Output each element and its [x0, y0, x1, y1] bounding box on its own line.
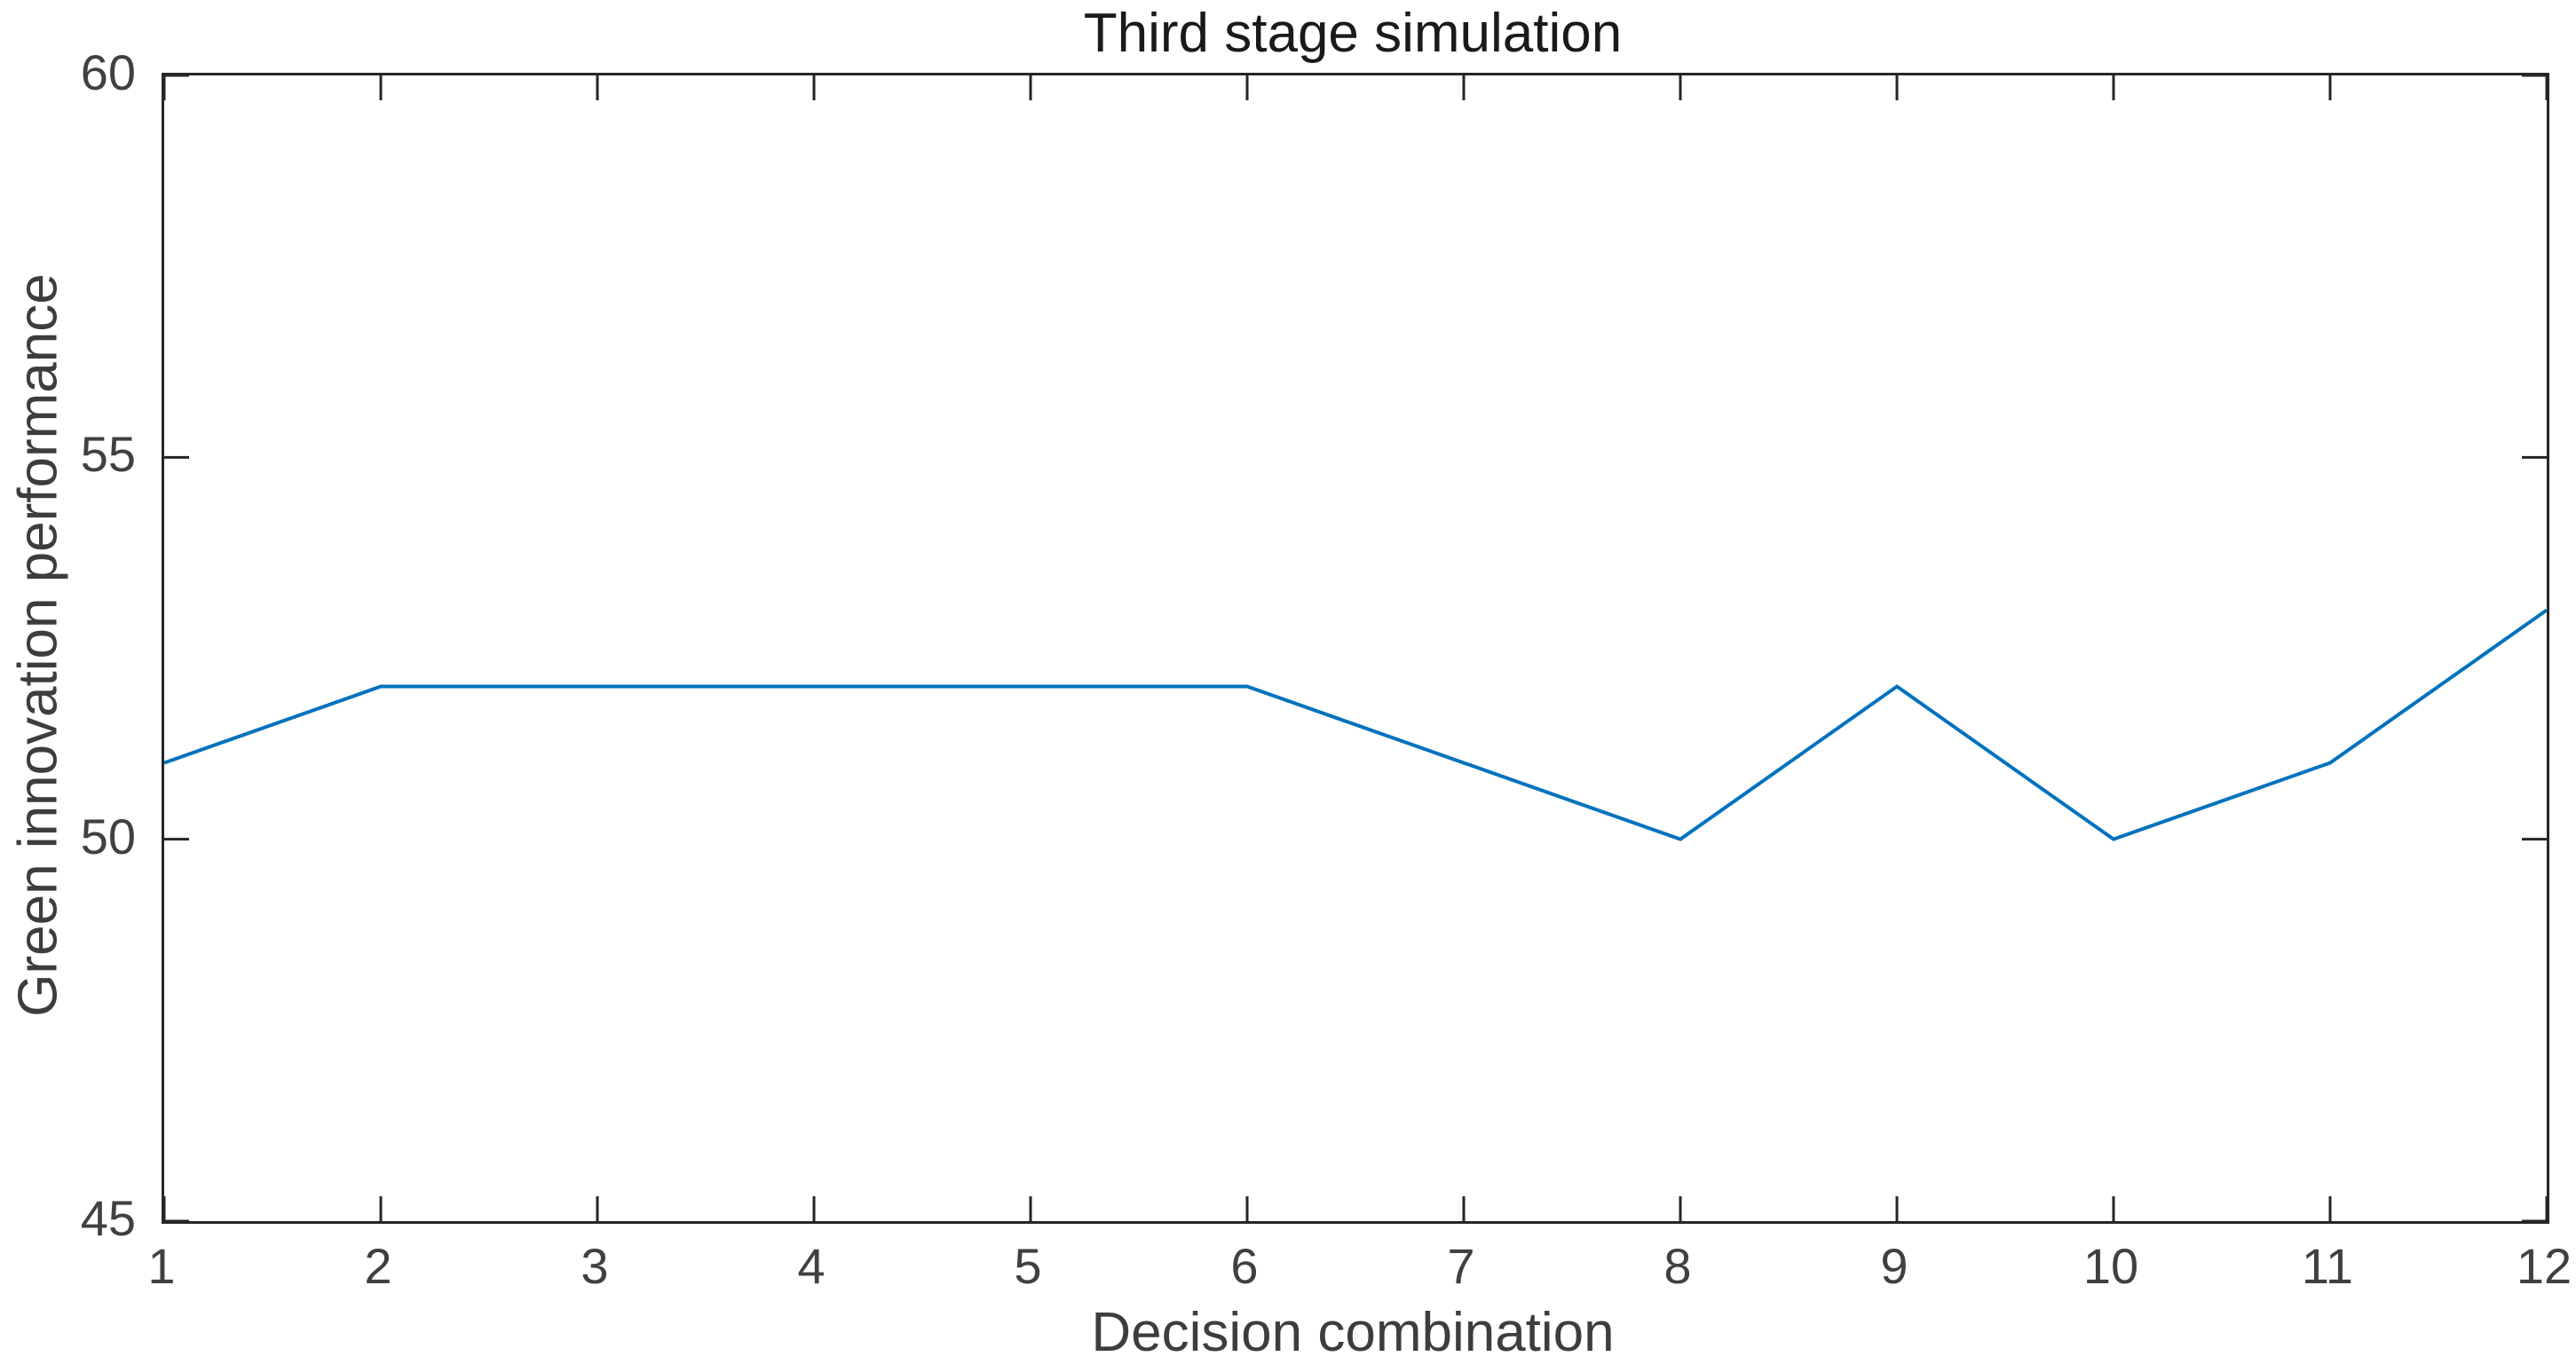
data-line	[164, 608, 2547, 841]
y-tick-label: 45	[80, 1190, 136, 1246]
chart-title: Third stage simulation	[1083, 3, 1623, 64]
x-tick-label: 11	[2301, 1238, 2354, 1294]
x-tick-label: 8	[1663, 1238, 1692, 1294]
x-tick-label: 9	[1880, 1238, 1908, 1294]
y-tick-label: 55	[80, 426, 136, 483]
y-tick-label: 60	[80, 44, 136, 100]
x-tick-label: 12	[2516, 1238, 2572, 1294]
line-chart	[164, 75, 2547, 1221]
y-tick-label: 50	[80, 808, 136, 864]
x-tick-label: 2	[364, 1238, 392, 1294]
y-axis-label-text: Green innovation performance	[7, 273, 69, 1017]
x-tick-label: 1	[147, 1238, 176, 1294]
plot-area	[162, 73, 2549, 1224]
x-tick-label: 10	[2082, 1238, 2139, 1294]
x-tick-label: 4	[797, 1238, 826, 1294]
x-tick-label: 7	[1447, 1238, 1475, 1294]
x-tick-label: 6	[1230, 1238, 1259, 1294]
x-axis-label: Decision combination	[1091, 1302, 1615, 1363]
x-tick-label: 5	[1014, 1238, 1042, 1294]
x-tick-label: 3	[581, 1238, 609, 1294]
